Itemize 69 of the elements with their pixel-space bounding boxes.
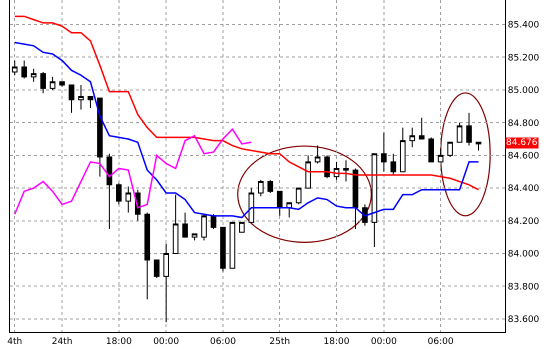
- x-tick-label: 25th: [269, 336, 290, 347]
- candlestick: [381, 132, 387, 172]
- candlestick: [314, 145, 320, 164]
- candlestick: [116, 182, 122, 205]
- x-tick-label: 00:00: [370, 336, 398, 347]
- candlestick: [476, 142, 482, 151]
- x-tick-label: 18:00: [106, 336, 132, 347]
- candlestick: [400, 127, 406, 172]
- candlestick: [248, 188, 254, 223]
- y-tick-label: 85.000: [508, 86, 540, 96]
- candlestick: [210, 214, 216, 230]
- y-tick-label: 83.800: [508, 282, 540, 292]
- candlestick: [12, 60, 18, 76]
- candlestick: [59, 81, 65, 88]
- y-tick-label: 85.200: [508, 53, 540, 64]
- candlestick: [447, 142, 453, 158]
- candlestick: [466, 112, 472, 146]
- candlestick: [40, 71, 46, 94]
- candlestick: [192, 233, 198, 241]
- candlestick: [154, 260, 160, 279]
- candlestick: [68, 84, 74, 114]
- candlestick: [352, 168, 358, 230]
- candlestick: [88, 96, 94, 108]
- candlestick: [438, 148, 444, 162]
- candlestick: [230, 222, 236, 269]
- candlestick: [30, 68, 36, 82]
- candlestick: [220, 226, 226, 272]
- candlestick: [106, 153, 112, 230]
- candlestick: [50, 76, 56, 90]
- candlestick: [305, 154, 311, 189]
- y-tick-label: 85.400: [508, 20, 540, 31]
- candlestick: [276, 190, 283, 216]
- candlestick: [390, 153, 396, 176]
- candlestick: [409, 127, 416, 148]
- y-tick-label: 84.200: [508, 216, 540, 227]
- y-tick-label: 84.600: [508, 152, 540, 162]
- text: 84.676: [506, 138, 538, 148]
- candlestick: [418, 117, 425, 140]
- candlestick: [258, 179, 264, 197]
- candlestick: [172, 194, 178, 254]
- y-tick-label: 83.600: [508, 315, 540, 326]
- candlestick: [182, 212, 188, 238]
- candlestick: [267, 179, 274, 194]
- y-tick-label: 84.400: [508, 184, 540, 194]
- candlestick: [21, 60, 28, 79]
- candlestick: [125, 186, 132, 214]
- candlestick: [456, 122, 462, 143]
- line-series: [14, 42, 480, 218]
- candlestick: [163, 243, 169, 323]
- candlestick: [324, 154, 330, 179]
- y-tick-label: 84.800: [508, 118, 540, 129]
- x-tick-label: 06:00: [428, 336, 454, 347]
- candlestick: [97, 98, 103, 178]
- line-series: [14, 16, 480, 190]
- candlestick: [343, 160, 349, 182]
- candlestick: [201, 214, 207, 241]
- x-tick-label: 18:00: [324, 336, 350, 347]
- y-tick-label: 84.000: [508, 250, 540, 260]
- x-tick-label: 4th: [7, 336, 22, 347]
- x-tick-label: 00:00: [153, 336, 180, 347]
- candlestick: [428, 136, 434, 162]
- candlestick: [372, 153, 378, 248]
- candlestick: [296, 188, 302, 205]
- line-series: [14, 128, 252, 215]
- x-tick-label: 24th: [52, 336, 72, 347]
- x-tick-label: 06:00: [210, 336, 236, 347]
- candlestick: [239, 222, 245, 233]
- candlestick: [144, 212, 150, 300]
- candlestick: [78, 84, 84, 110]
